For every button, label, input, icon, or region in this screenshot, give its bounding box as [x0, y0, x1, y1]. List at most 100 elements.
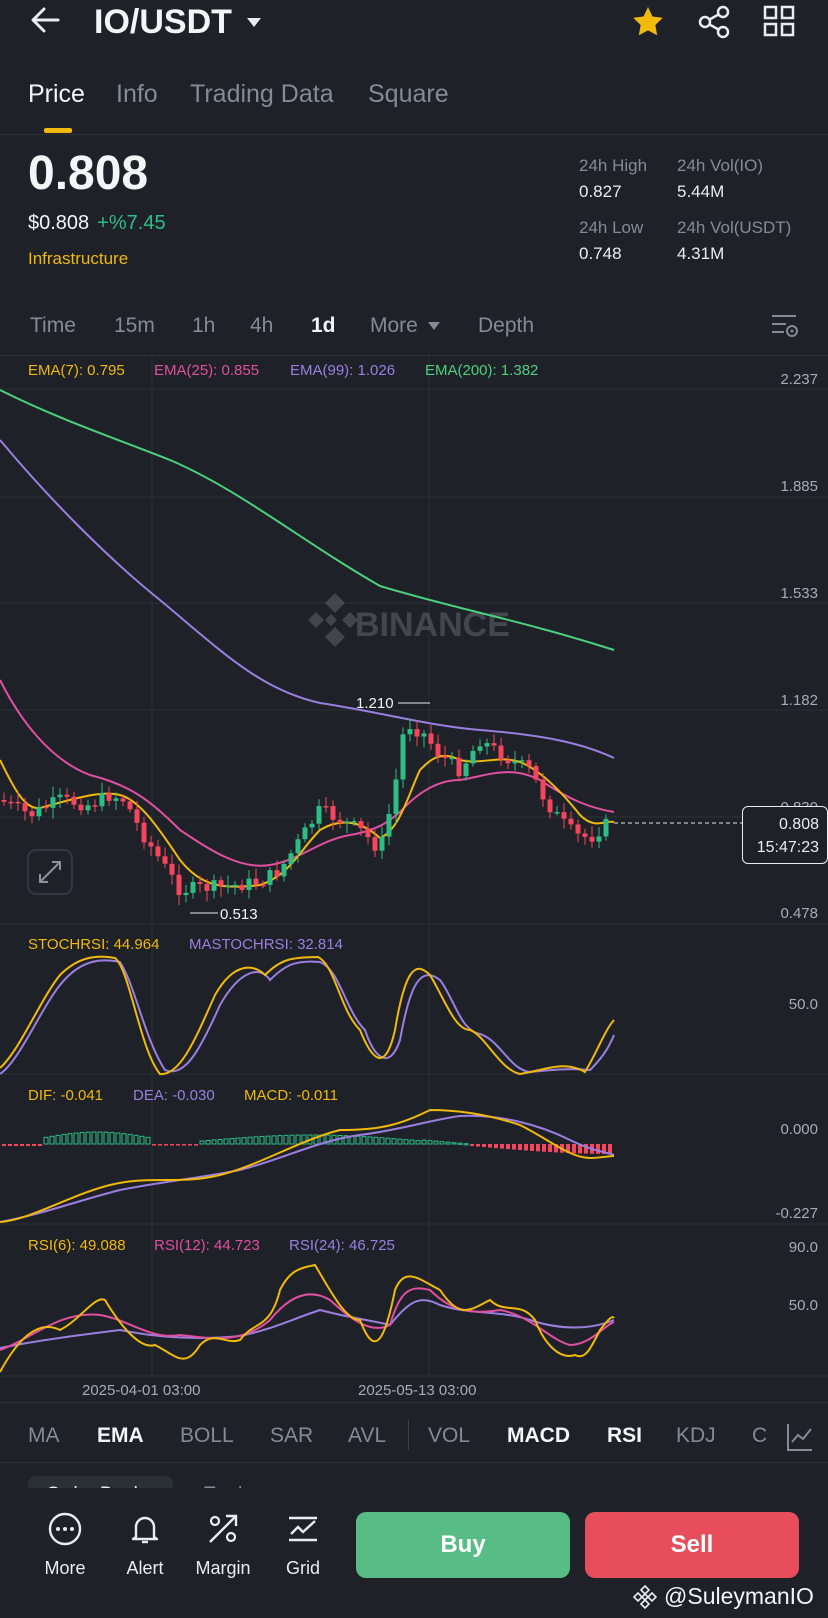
- macd-bar: [518, 1144, 522, 1151]
- nav-alert[interactable]: Alert: [126, 1558, 164, 1578]
- macd-bar: [457, 1142, 463, 1145]
- candle-body: [435, 743, 441, 756]
- nav-margin[interactable]: Margin: [195, 1558, 251, 1578]
- credit: @SuleymanIO: [632, 1583, 814, 1610]
- candle-body: [239, 884, 245, 890]
- candle-body: [183, 892, 189, 896]
- candle-body: [162, 856, 168, 864]
- indicator-rsi[interactable]: RSI: [607, 1424, 643, 1447]
- low-annotation: 0.513: [190, 906, 258, 923]
- indicator-ema[interactable]: EMA: [97, 1424, 144, 1447]
- candle-body: [316, 806, 322, 824]
- indicator-more[interactable]: C: [752, 1424, 766, 1447]
- candle-body: [330, 806, 336, 820]
- rsi-axis-label: 90.0: [788, 1239, 818, 1256]
- macd-bar: [199, 1140, 205, 1145]
- binance-logo-icon: [632, 1584, 658, 1609]
- back-arrow-icon: [31, 7, 60, 33]
- candle-body: [246, 878, 252, 890]
- rsi-axis-label: 50.0: [788, 1297, 818, 1314]
- macd-bar: [67, 1133, 73, 1145]
- macd-bar: [79, 1132, 85, 1145]
- tf-4h[interactable]: 4h: [250, 314, 274, 337]
- macd-bar: [572, 1144, 576, 1154]
- tf-more-label: More: [370, 314, 418, 337]
- pair-selector[interactable]: IO/USDT: [94, 0, 262, 44]
- macd-bar: [32, 1144, 36, 1146]
- indicator-kdj[interactable]: KDJ: [676, 1424, 716, 1447]
- indicator-settings-button[interactable]: [768, 1416, 828, 1460]
- macd-bar: [205, 1139, 211, 1145]
- candle-body: [449, 757, 455, 760]
- macd-bar: [170, 1144, 174, 1146]
- macd-bar: [97, 1131, 103, 1145]
- candle-body: [197, 882, 203, 885]
- date-axis-label: 2025-05-13 03:00: [358, 1382, 477, 1399]
- tf-1h[interactable]: 1h: [192, 314, 216, 337]
- ema25-line: [0, 679, 615, 867]
- price-axis-label: 1.182: [780, 692, 818, 709]
- indicator-macd[interactable]: MACD: [507, 1424, 570, 1447]
- low-value: 0.748: [579, 244, 622, 263]
- macd-bar: [20, 1144, 24, 1146]
- macd-bar: [145, 1136, 151, 1145]
- macd-bar: [385, 1137, 391, 1145]
- kline-chart[interactable]: BINANCE 1.210 0.513: [0, 356, 828, 1400]
- chart-settings-button[interactable]: [770, 312, 800, 345]
- candle-body: [169, 863, 175, 875]
- tab-square[interactable]: Square: [368, 80, 449, 108]
- indicator-boll[interactable]: BOLL: [180, 1424, 234, 1447]
- candle-body: [176, 874, 182, 896]
- vol-usdt-label: 24h Vol(USDT): [677, 218, 792, 237]
- macd-bar: [115, 1132, 121, 1145]
- tab-trading-data[interactable]: Trading Data: [190, 80, 334, 108]
- category-tag[interactable]: Infrastructure: [28, 249, 129, 268]
- macd-bar: [61, 1133, 67, 1145]
- macd-bar: [289, 1134, 295, 1145]
- binance-watermark: [308, 593, 358, 647]
- expand-button[interactable]: [27, 849, 73, 895]
- macd-bar: [277, 1135, 283, 1145]
- candle-body: [253, 878, 259, 885]
- candle-body: [232, 884, 238, 887]
- macd-bar: [494, 1144, 498, 1149]
- tf-time[interactable]: Time: [30, 314, 76, 337]
- candle-body: [1, 800, 7, 802]
- candle-body: [148, 842, 154, 847]
- macd-bar: [241, 1137, 247, 1145]
- indicator-ma[interactable]: MA: [28, 1424, 60, 1447]
- candle-body: [589, 836, 595, 842]
- macd-bar: [295, 1134, 301, 1145]
- star-icon: [633, 7, 663, 36]
- tf-more[interactable]: More: [370, 314, 440, 338]
- candle-body: [442, 755, 448, 758]
- candle-body: [393, 779, 399, 814]
- macd-bar: [530, 1144, 534, 1151]
- sell-button[interactable]: Sell: [585, 1512, 799, 1578]
- tf-depth[interactable]: Depth: [478, 314, 535, 337]
- macd-bar: [164, 1144, 168, 1146]
- candle-body: [113, 798, 119, 801]
- tab-price[interactable]: Price: [28, 80, 85, 108]
- tab-info[interactable]: Info: [116, 80, 158, 108]
- buy-button[interactable]: Buy: [356, 1512, 570, 1578]
- candle-body: [50, 797, 56, 808]
- rsi24-legend: RSI(24): 46.725: [289, 1237, 395, 1254]
- macd-bar: [608, 1144, 612, 1154]
- tf-1d[interactable]: 1d: [311, 314, 336, 337]
- indicator-sar[interactable]: SAR: [270, 1424, 314, 1447]
- macd-bar: [325, 1134, 331, 1145]
- indicator-avl[interactable]: AVL: [348, 1424, 387, 1447]
- tf-15m[interactable]: 15m: [114, 314, 155, 337]
- back-button[interactable]: [28, 2, 68, 42]
- nav-grid[interactable]: Grid: [285, 1558, 320, 1578]
- indicator-vol[interactable]: VOL: [428, 1424, 471, 1447]
- macd-bar: [554, 1144, 558, 1153]
- rsi6-line: [0, 1263, 615, 1373]
- favorite-button[interactable]: [630, 4, 666, 45]
- layout-button[interactable]: [762, 4, 796, 43]
- share-button[interactable]: [696, 4, 732, 45]
- macd-histogram: [2, 1131, 612, 1154]
- macd-bar: [229, 1138, 235, 1145]
- nav-more[interactable]: More: [44, 1558, 86, 1578]
